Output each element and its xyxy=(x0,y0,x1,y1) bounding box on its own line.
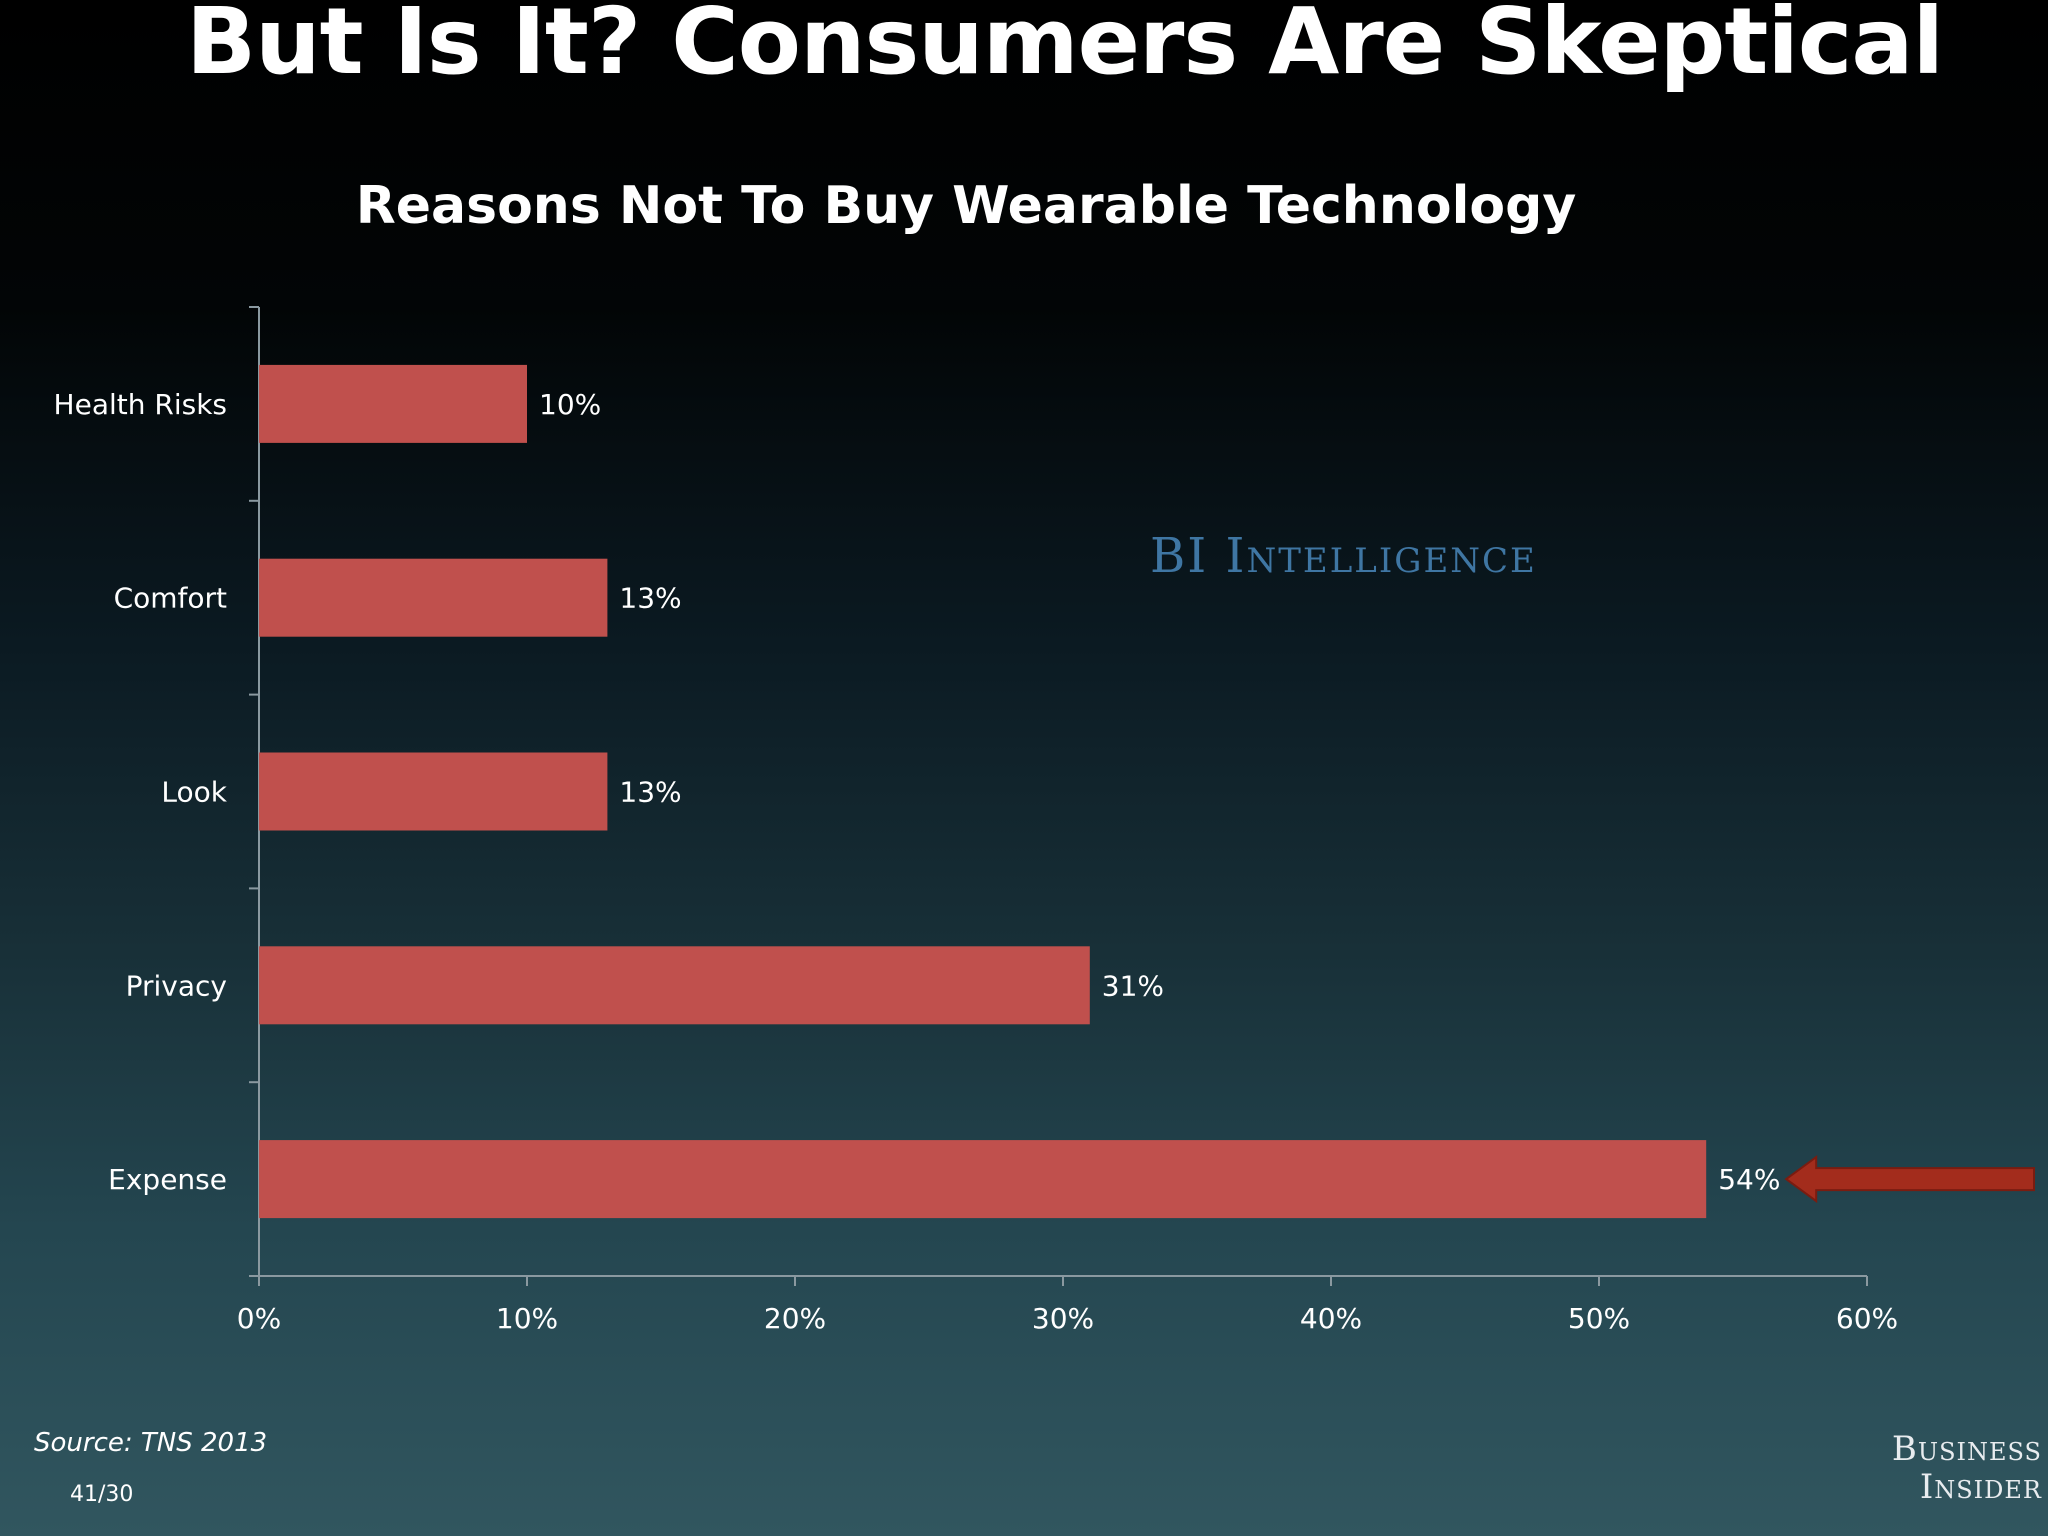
data-label: 13% xyxy=(619,582,681,615)
category-label: Expense xyxy=(108,1163,227,1196)
data-label: 54% xyxy=(1718,1163,1780,1196)
data-label: 31% xyxy=(1102,969,1164,1002)
category-label: Comfort xyxy=(114,582,227,615)
business-insider-logo: Business Insider xyxy=(1842,1430,2042,1506)
category-label: Look xyxy=(161,776,227,809)
x-tick-label: 0% xyxy=(237,1302,281,1335)
slide-title: But Is It? Consumers Are Skeptical xyxy=(186,0,1944,95)
source-note: Source: TNS 2013 xyxy=(34,1428,268,1458)
x-tick-label: 60% xyxy=(1836,1302,1898,1335)
brand-line-1: Business xyxy=(1891,1429,2042,1469)
bar xyxy=(259,364,527,443)
page-number: 41/30 xyxy=(70,1482,134,1507)
data-label: 13% xyxy=(619,776,681,809)
x-tick-label: 10% xyxy=(496,1302,558,1335)
brand-line-2: Insider xyxy=(1919,1467,2042,1507)
bi-intelligence-watermark: BI Intelligence xyxy=(1150,528,1537,584)
x-tick-label: 40% xyxy=(1300,1302,1362,1335)
category-label: Privacy xyxy=(126,969,227,1002)
bar xyxy=(259,752,608,831)
data-label: 10% xyxy=(539,388,601,421)
bar xyxy=(259,1140,1707,1219)
chart-title: Reasons Not To Buy Wearable Technology xyxy=(355,176,1577,236)
x-tick-label: 30% xyxy=(1032,1302,1094,1335)
x-tick-label: 50% xyxy=(1568,1302,1630,1335)
bar xyxy=(259,946,1090,1025)
highlight-arrow xyxy=(1784,1155,2035,1204)
category-label: Health Risks xyxy=(54,388,227,421)
bar xyxy=(259,558,608,637)
x-tick-label: 20% xyxy=(764,1302,826,1335)
